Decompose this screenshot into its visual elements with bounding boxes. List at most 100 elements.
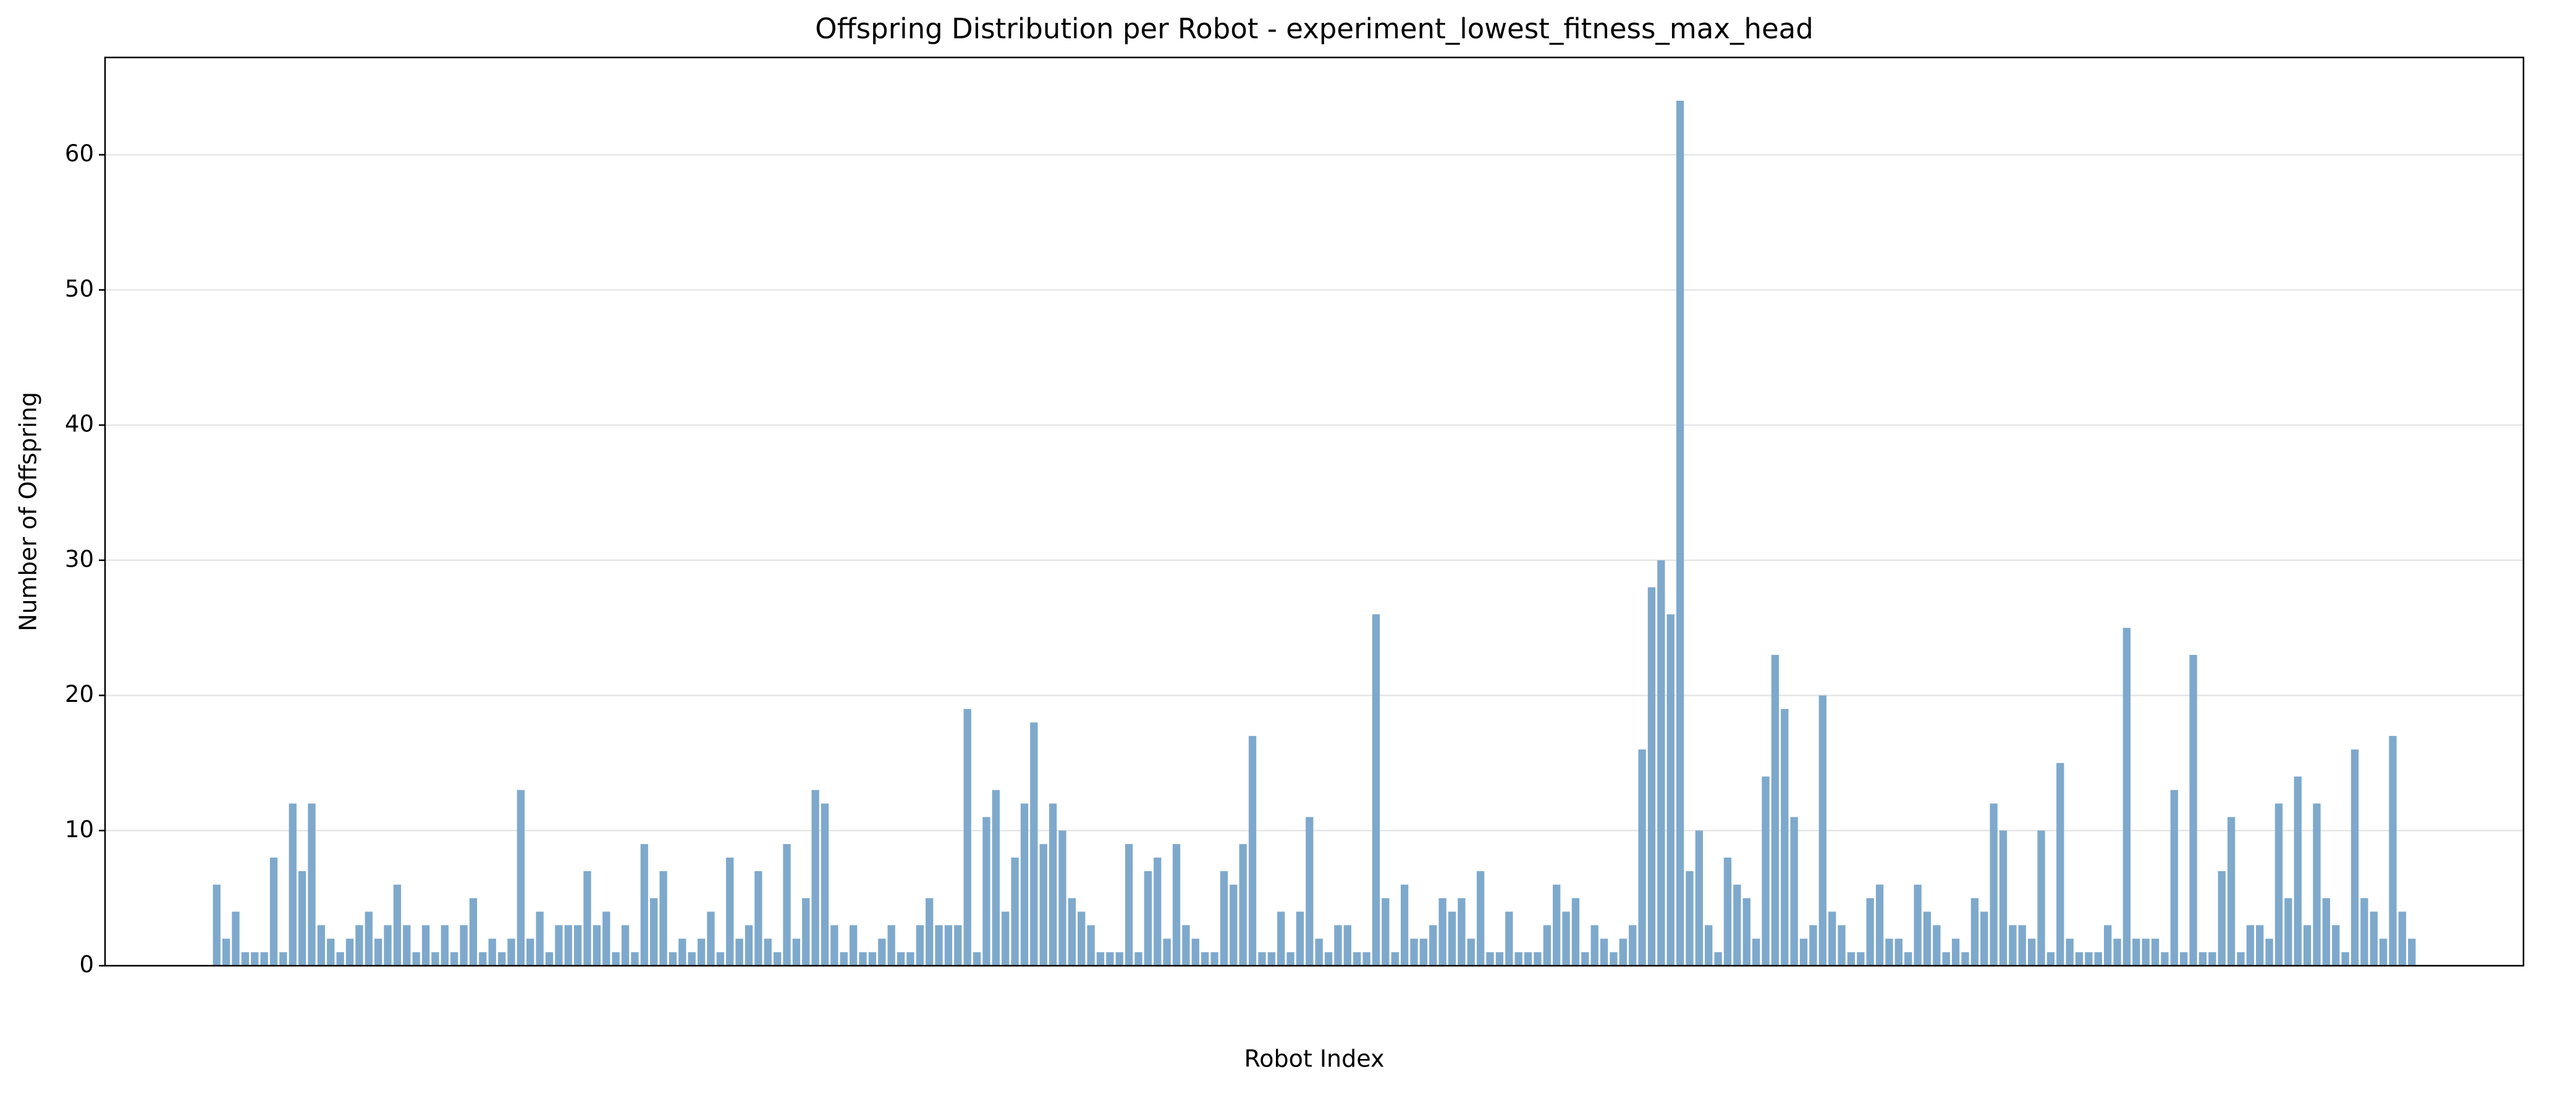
bar	[336, 952, 344, 966]
bar	[1961, 952, 1969, 966]
bar	[1951, 939, 1960, 966]
y-tick-label: 0	[79, 952, 94, 978]
bar	[754, 871, 762, 966]
bar	[2389, 736, 2397, 966]
bar	[1553, 884, 1561, 966]
x-axis-label: Robot Index	[1244, 1045, 1385, 1073]
bar	[802, 898, 810, 966]
bar	[2398, 911, 2407, 966]
bar	[1714, 952, 1722, 966]
bar	[1505, 911, 1513, 966]
bar	[1191, 939, 1199, 966]
bar	[1154, 858, 1162, 966]
bar	[2408, 939, 2416, 966]
bar	[2151, 939, 2160, 966]
bar	[1049, 803, 1057, 966]
bar	[2132, 939, 2140, 966]
bar	[1705, 925, 1713, 966]
bar	[963, 709, 971, 966]
bar	[1885, 939, 1893, 966]
bar	[669, 952, 677, 966]
bar	[460, 925, 468, 966]
bar	[289, 803, 297, 966]
bar	[811, 790, 819, 966]
bar	[1106, 952, 1114, 966]
bar	[1781, 709, 1789, 966]
bar	[1058, 830, 1066, 966]
bar	[1230, 884, 1238, 966]
bar	[1011, 858, 1019, 966]
bar	[2037, 830, 2045, 966]
bar	[1657, 560, 1665, 966]
bar	[2350, 749, 2359, 966]
bar	[2056, 762, 2064, 966]
bar	[830, 925, 838, 966]
bar	[1695, 830, 1704, 966]
bar	[1534, 952, 1542, 966]
bar	[1267, 952, 1275, 966]
bar	[1163, 939, 1171, 966]
bar	[821, 803, 829, 966]
bar	[450, 952, 458, 966]
bar	[773, 952, 782, 966]
bar	[2113, 939, 2121, 966]
bar	[1115, 952, 1123, 966]
bar	[479, 952, 487, 966]
bar	[1752, 939, 1760, 966]
y-tick-label: 10	[65, 816, 94, 843]
bar	[241, 952, 249, 966]
bar	[2294, 776, 2302, 966]
bar	[1676, 101, 1684, 966]
bar	[1629, 925, 1637, 966]
bar	[2170, 790, 2178, 966]
bar	[1857, 952, 1865, 966]
y-axis-label: Number of Offspring	[15, 392, 42, 631]
bar	[469, 898, 478, 966]
bar	[1571, 898, 1580, 966]
bar	[992, 790, 1000, 966]
bar	[2341, 952, 2349, 966]
bar	[526, 939, 534, 966]
bar	[631, 952, 639, 966]
chart-title: Offspring Distribution per Robot - exper…	[815, 12, 1814, 45]
bar	[1847, 952, 1856, 966]
bar	[497, 952, 506, 966]
bar	[1353, 952, 1361, 966]
bar	[2122, 628, 2131, 966]
bar	[1914, 884, 1922, 966]
bar	[1610, 952, 1618, 966]
bar	[1030, 722, 1038, 966]
bar	[2265, 939, 2273, 966]
bar	[1448, 911, 1456, 966]
bar	[1239, 844, 1247, 966]
bar	[1809, 925, 1817, 966]
bar	[2322, 898, 2331, 966]
bar	[2009, 925, 2017, 966]
bar	[621, 925, 630, 966]
bar	[2218, 871, 2226, 966]
bar	[555, 925, 563, 966]
bar	[1419, 939, 1428, 966]
bar	[1638, 749, 1646, 966]
bar	[840, 952, 848, 966]
bar	[1647, 587, 1656, 966]
bar	[1866, 898, 1874, 966]
bar	[1372, 614, 1380, 966]
bar	[345, 939, 354, 966]
bar	[1201, 952, 1209, 966]
bar	[1343, 925, 1351, 966]
bar	[1087, 925, 1095, 966]
bar	[1182, 925, 1190, 966]
bar	[421, 925, 430, 966]
bar	[1458, 898, 1466, 966]
bar	[327, 939, 335, 966]
bar	[726, 858, 734, 966]
bar	[1096, 952, 1105, 966]
bar	[1286, 952, 1294, 966]
bar	[2284, 898, 2292, 966]
y-tick-label: 30	[65, 546, 94, 572]
bar	[1970, 898, 1979, 966]
bar	[213, 884, 221, 966]
bar	[678, 939, 686, 966]
